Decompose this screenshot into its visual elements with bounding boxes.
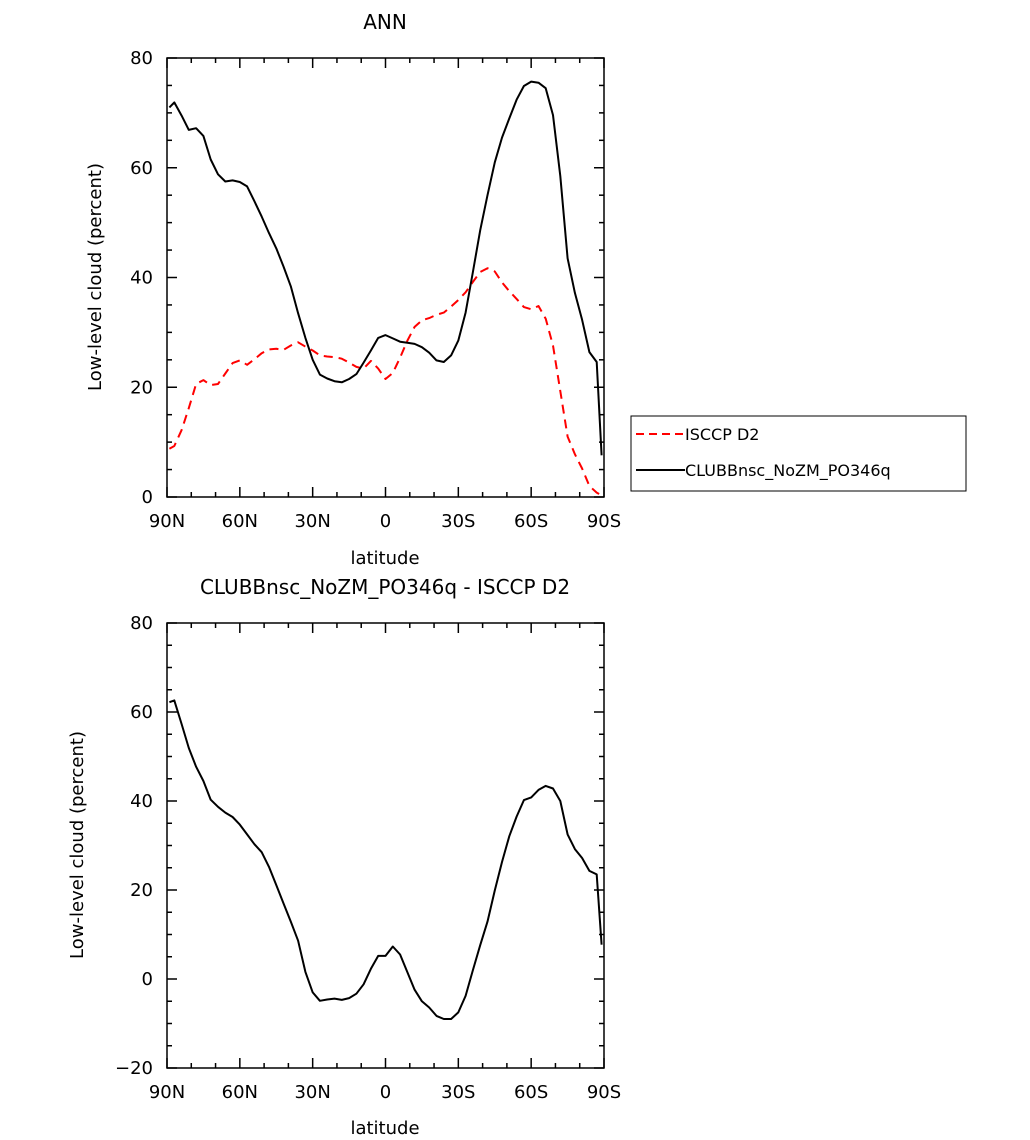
legend: ISCCP D2 CLUBBnsc_NoZM_PO346q <box>630 415 967 492</box>
legend-label-isccp: ISCCP D2 <box>685 425 759 444</box>
data-series <box>168 80 603 497</box>
x-axis-label: latitude <box>350 1118 419 1139</box>
y-tick-label: 80 <box>130 48 153 69</box>
x-tick-label: 30S <box>441 511 475 532</box>
y-tick-label: 40 <box>130 791 153 812</box>
chart-title: ANN <box>363 10 407 34</box>
y-axis-label: Low-level cloud (percent) <box>85 163 106 391</box>
x-tick-label: 90N <box>149 511 185 532</box>
x-tick-label: 0 <box>380 511 391 532</box>
chart-panel-difference: CLUBBnsc_NoZM_PO346q - ISCCP D2 90N 60N 30… <box>67 575 621 1139</box>
x-axis-label: latitude <box>350 548 419 569</box>
axis-ticks: 90N 60N 30N 0 30S 60S 90S −20 0 20 40 60 80 <box>115 613 621 1103</box>
x-tick-label: 30N <box>294 511 330 532</box>
x-tick-label: 90S <box>587 1082 621 1103</box>
y-tick-label: 60 <box>130 158 153 179</box>
x-tick-label: 60S <box>514 511 548 532</box>
x-tick-label: 30S <box>441 1082 475 1103</box>
x-tick-label: 60N <box>222 511 258 532</box>
x-tick-label: 0 <box>380 1082 391 1103</box>
y-tick-label: 60 <box>130 702 153 723</box>
legend-box <box>630 415 967 492</box>
series-line <box>169 699 603 1020</box>
x-tick-label: 60N <box>222 1082 258 1103</box>
y-tick-label: 0 <box>142 487 153 508</box>
x-tick-label: 90N <box>149 1082 185 1103</box>
series-line <box>168 267 603 497</box>
series-line <box>168 80 603 456</box>
x-tick-label: 90S <box>587 511 621 532</box>
y-tick-label: 20 <box>130 880 153 901</box>
y-tick-label: 40 <box>130 268 153 289</box>
chart-panel-annual: ANN 90N 60N 30N 0 30S 60S 90S 0 20 40 60 80 latitud… <box>85 10 621 569</box>
y-tick-label: −20 <box>115 1058 153 1079</box>
axis-ticks: 90N 60N 30N 0 30S 60S 90S 0 20 40 60 80 <box>130 48 621 532</box>
plot-frame <box>166 57 605 498</box>
plot-frame <box>166 622 605 1069</box>
x-tick-label: 30N <box>294 1082 330 1103</box>
x-tick-label: 60S <box>514 1082 548 1103</box>
data-series <box>169 699 603 1020</box>
y-axis-label: Low-level cloud (percent) <box>67 731 88 959</box>
y-tick-label: 20 <box>130 377 153 398</box>
legend-label-clubb: CLUBBnsc_NoZM_PO346q <box>685 461 891 481</box>
y-tick-label: 80 <box>130 613 153 634</box>
chart-title: CLUBBnsc_NoZM_PO346q - ISCCP D2 <box>200 575 570 599</box>
y-tick-label: 0 <box>142 969 153 990</box>
